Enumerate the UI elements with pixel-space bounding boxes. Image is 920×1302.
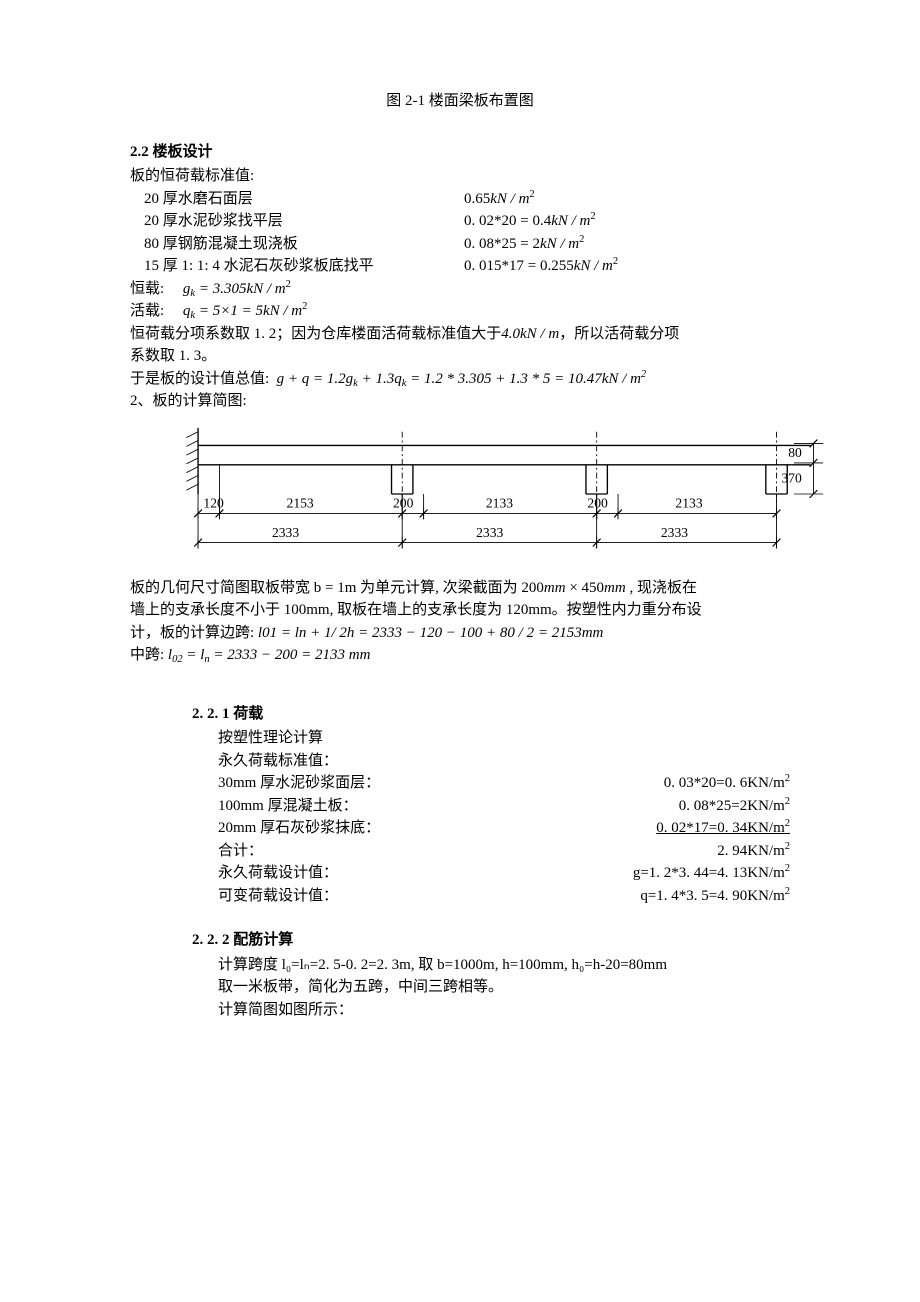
perm-load-value: 0. 08*25=2KN/m2 <box>679 795 790 818</box>
layer-name: 20 厚水泥砂浆找平层 <box>144 210 464 233</box>
layer-value: 0. 02*20 = 0.4kN / m2 <box>464 210 790 233</box>
slab-std-intro: 板的恒荷载标准值: <box>130 165 790 188</box>
var-design-row: 可变荷载设计值： q=1. 4*3. 5=4. 90KN/m2 <box>130 885 790 908</box>
layer-row: 80 厚钢筋混凝土现浇板 0. 08*25 = 2kN / m2 <box>130 233 790 256</box>
calc-diagram-title: 2、板的计算简图: <box>130 390 790 413</box>
perm-design-value: g=1. 2*3. 44=4. 13KN/m2 <box>633 862 790 885</box>
layer-name: 80 厚钢筋混凝土现浇板 <box>144 233 464 256</box>
diagram-svg: 80 370 120 2153 200 2133 200 2133 2333 2333 2333 <box>130 419 830 569</box>
svg-text:2333: 2333 <box>476 524 503 539</box>
mid-span-line: 中跨: l02 = ln = 2333 − 200 = 2133 mm <box>130 644 790 667</box>
var-design-value: q=1. 4*3. 5=4. 90KN/m2 <box>640 885 790 908</box>
perm-load-value: 0. 02*17=0. 34KN/m2 <box>656 817 790 840</box>
slab-section-diagram: 80370120215320021332002133233323332333 <box>130 419 790 569</box>
perm-load-sum: 合计： 2. 94KN/m2 <box>130 840 790 863</box>
section-2-2-title: 2.2 楼板设计 <box>130 141 790 164</box>
rebar-line-2: 取一米板带，简化为五跨，中间三跨相等。 <box>130 976 790 999</box>
spacer <box>130 667 790 697</box>
plastic-theory-line: 按塑性理论计算 <box>130 727 790 750</box>
svg-text:2333: 2333 <box>272 524 299 539</box>
rebar-line-3: 计算简图如图所示： <box>130 999 790 1022</box>
perm-load-row: 30mm 厚水泥砂浆面层： 0. 03*20=0. 6KN/m2 <box>130 772 790 795</box>
spacer <box>130 907 790 923</box>
svg-text:370: 370 <box>781 470 802 485</box>
svg-text:2133: 2133 <box>486 495 513 510</box>
section-2-2-2-title: 2. 2. 2 配筋计算 <box>130 929 790 952</box>
design-total-line: 于是板的设计值总值: g + q = 1.2gk + 1.3qk = 1.2 *… <box>130 368 790 391</box>
layer-name: 20 厚水磨石面层 <box>144 188 464 211</box>
geom-note-2: 墙上的支承长度不小于 100mm, 取板在墙上的支承长度为 120mm。按塑性内… <box>130 599 790 622</box>
partial-factor-text: 恒荷载分项系数取 1. 2；因为仓库楼面活荷载标准值大于4.0kN / m，所以… <box>130 323 790 346</box>
perm-load-row: 20mm 厚石灰砂浆抹底： 0. 02*17=0. 34KN/m2 <box>130 817 790 840</box>
rebar-line-1: 计算跨度 l₀=lₙ=2. 5-0. 2=2. 3m, 取 b=1000m, h… <box>130 954 790 977</box>
figure-caption: 图 2-1 楼面梁板布置图 <box>130 90 790 113</box>
perm-load-row: 100mm 厚混凝土板： 0. 08*25=2KN/m2 <box>130 795 790 818</box>
svg-text:120: 120 <box>203 495 224 510</box>
dead-load-line: 恒载: gk = 3.305kN / m2 <box>130 278 790 301</box>
layer-value: 0. 015*17 = 0.255kN / m2 <box>464 255 790 278</box>
layer-row: 20 厚水磨石面层 0.65kN / m2 <box>130 188 790 211</box>
partial-factor-text-2: 系数取 1. 3。 <box>130 345 790 368</box>
layer-row: 15 厚 1: 1: 4 水泥石灰砂浆板底找平 0. 015*17 = 0.25… <box>130 255 790 278</box>
layer-row: 20 厚水泥砂浆找平层 0. 02*20 = 0.4kN / m2 <box>130 210 790 233</box>
layer-value: 0. 08*25 = 2kN / m2 <box>464 233 790 256</box>
perm-design-row: 永久荷载设计值： g=1. 2*3. 44=4. 13KN/m2 <box>130 862 790 885</box>
geom-note-3: 计，板的计算边跨: l01 = ln + 1/ 2h = 2333 − 120 … <box>130 622 790 645</box>
perm-load-name: 100mm 厚混凝土板： <box>218 795 358 818</box>
perm-load-name: 30mm 厚水泥砂浆面层： <box>218 772 380 795</box>
perm-std-line: 永久荷载标准值： <box>130 750 790 773</box>
layer-value: 0.65kN / m2 <box>464 188 790 211</box>
svg-text:2153: 2153 <box>287 495 314 510</box>
perm-design-label: 永久荷载设计值： <box>218 862 338 885</box>
svg-text:200: 200 <box>587 495 608 510</box>
svg-text:2133: 2133 <box>675 495 702 510</box>
svg-text:200: 200 <box>393 495 414 510</box>
svg-text:80: 80 <box>788 445 802 460</box>
geom-note-1: 板的几何尺寸简图取板带宽 b = 1m 为单元计算, 次梁截面为 200mm ×… <box>130 577 790 600</box>
layer-name: 15 厚 1: 1: 4 水泥石灰砂浆板底找平 <box>144 255 464 278</box>
var-design-label: 可变荷载设计值： <box>218 885 338 908</box>
perm-sum-label: 合计： <box>218 840 263 863</box>
section-2-2-1-title: 2. 2. 1 荷载 <box>130 703 790 726</box>
live-load-line: 活载: qk = 5×1 = 5kN / m2 <box>130 300 790 323</box>
perm-load-name: 20mm 厚石灰砂浆抹底： <box>218 817 380 840</box>
page: 图 2-1 楼面梁板布置图 2.2 楼板设计 板的恒荷载标准值: 20 厚水磨石… <box>0 0 920 1081</box>
perm-sum-value: 2. 94KN/m2 <box>717 840 790 863</box>
perm-load-value: 0. 03*20=0. 6KN/m2 <box>664 772 790 795</box>
svg-text:2333: 2333 <box>661 524 688 539</box>
